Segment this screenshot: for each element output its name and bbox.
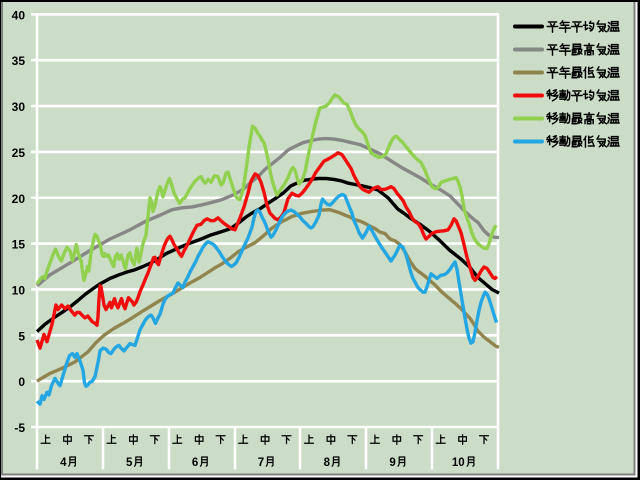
- svg-text:5: 5: [126, 457, 133, 469]
- svg-text:10: 10: [452, 457, 465, 469]
- svg-text:8: 8: [324, 457, 331, 469]
- svg-text:9: 9: [389, 457, 395, 469]
- svg-text:10: 10: [12, 283, 26, 297]
- svg-text:35: 35: [12, 54, 26, 68]
- svg-text:20: 20: [12, 192, 26, 206]
- svg-text:6: 6: [192, 457, 198, 469]
- svg-text:5: 5: [18, 329, 25, 343]
- svg-text:0: 0: [18, 375, 25, 389]
- svg-text:7: 7: [258, 457, 264, 469]
- svg-text:15: 15: [12, 238, 26, 252]
- svg-text:-5: -5: [14, 421, 25, 435]
- svg-text:25: 25: [12, 146, 26, 160]
- svg-text:30: 30: [12, 100, 26, 114]
- svg-text:40: 40: [12, 8, 26, 22]
- svg-text:4: 4: [60, 457, 67, 469]
